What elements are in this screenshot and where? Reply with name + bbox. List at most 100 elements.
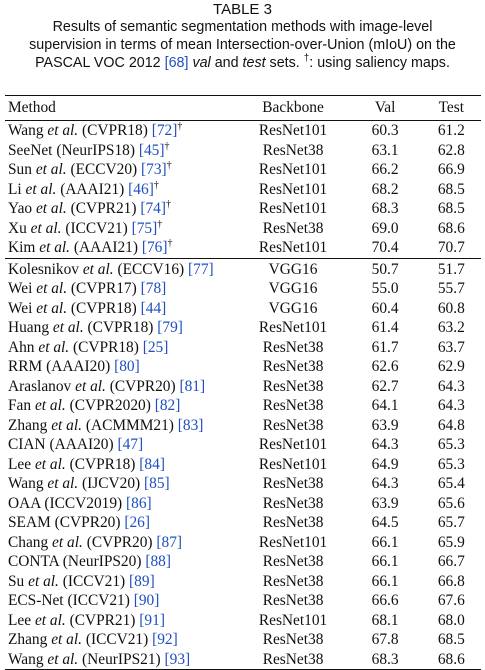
citation-link[interactable]: [76] <box>141 239 168 256</box>
method-name: Fan <box>8 397 32 414</box>
citation-link[interactable]: [88] <box>145 553 171 570</box>
method-name: Wang <box>8 122 44 139</box>
citation-link[interactable]: [45] <box>138 141 165 159</box>
citation-link[interactable]: [72] <box>151 122 178 139</box>
val-cell: 64.5 <box>371 514 399 531</box>
method-venue: (CVPR20) <box>54 514 121 531</box>
val-cell: 63.9 <box>371 494 399 512</box>
results-table: Method Backbone Val Test Wang et al. (CV… <box>5 95 481 670</box>
val-cell: 66.2 <box>371 161 399 178</box>
method-cell: Zhang et al. (ICCV21) [92] <box>5 630 238 650</box>
backbone-cell: ResNet101 <box>258 200 328 217</box>
citation-link[interactable]: [84] <box>139 455 165 473</box>
test-cell: 68.5 <box>437 631 465 648</box>
method-name: Xu <box>8 219 27 237</box>
method-name: Huang <box>8 319 50 336</box>
table-row: Zhang et al. (ICCV21) [92] ResNet38 67.8 68… <box>5 630 481 650</box>
table-row: Su et al. (ICCV21) [89] ResNet38 66.1 66.8 <box>5 572 481 592</box>
citation-link[interactable]: [85] <box>144 475 170 492</box>
citation-link[interactable]: [92] <box>152 631 178 648</box>
dagger-symbol: † <box>303 53 310 64</box>
val-cell: 66.6 <box>371 592 399 609</box>
backbone-cell: ResNet101 <box>258 180 328 198</box>
et-al: et al. <box>35 200 67 217</box>
citation-link[interactable]: [90] <box>133 592 160 609</box>
table-row: Wei et al. (CVPR18) [44] VGG16 60.4 60.8 <box>5 299 481 319</box>
method-name: Zhang <box>8 631 48 648</box>
table-row: Kim et al. (AAAI21) [76]† ResNet101 70.4 70… <box>5 238 481 258</box>
method-cell: Su et al. (ICCV21) [89] <box>5 572 238 592</box>
et-al: et al. <box>47 475 79 492</box>
method-venue: (CVPR17) <box>70 280 137 297</box>
citation-link[interactable]: [77] <box>188 260 214 278</box>
method-cell: Wang et al. (IJCV20) [85] <box>5 474 238 494</box>
header-val: Val <box>348 95 422 121</box>
caption-line-2: supervision in terms of mean Intersectio… <box>29 37 456 53</box>
citation-link[interactable]: [46] <box>128 180 154 198</box>
citation-link[interactable]: [26] <box>124 514 150 531</box>
citation-link[interactable]: [78] <box>140 280 167 297</box>
citation-link[interactable]: [79] <box>157 319 183 336</box>
method-venue: (ECCV16) <box>117 260 185 278</box>
method-cell: Fan et al. (CVPR2020) [82] <box>5 396 238 416</box>
table-row: Wang et al. (IJCV20) [85] ResNet38 64.3 65.… <box>5 474 481 494</box>
test-cell: 68.6 <box>437 219 465 237</box>
method-cell: Ahn et al. (CVPR18) [25] <box>5 338 238 358</box>
caption-text: : using saliency maps. <box>309 55 450 71</box>
citation-link[interactable]: [44] <box>140 299 167 317</box>
table-row: Lee et al. (CVPR21) [91] ResNet101 68.1 68.… <box>5 611 481 631</box>
dagger-symbol: † <box>167 238 173 249</box>
citation-link[interactable]: [81] <box>179 377 206 395</box>
citation-link[interactable]: [93] <box>164 650 191 668</box>
citation-link[interactable]: [68] <box>164 55 189 71</box>
caption-text: and <box>210 55 243 71</box>
method-venue: (ICCV21) <box>62 572 126 590</box>
test-cell: 65.7 <box>437 514 465 531</box>
method-name: CONTA <box>8 553 59 570</box>
citation-link[interactable]: [47] <box>117 436 144 453</box>
method-venue: (CVPR21) <box>69 611 136 629</box>
citation-link[interactable]: [73] <box>141 161 167 178</box>
table-row: Kolesnikov et al. (ECCV16) [77] VGG16 50.7… <box>5 257 481 279</box>
val-cell: 62.7 <box>371 377 399 395</box>
table-row: SeeNet (NeurIPS18) [45]† ResNet38 63.1 62.8 <box>5 141 481 161</box>
test-cell: 68.5 <box>437 200 465 217</box>
method-cell: Xu et al. (ICCV21) [75]† <box>5 219 238 239</box>
method-name: Wang <box>8 475 44 492</box>
citation-link[interactable]: [91] <box>139 611 165 629</box>
citation-link[interactable]: [80] <box>114 358 140 375</box>
method-name: SEAM <box>8 514 51 531</box>
et-al: et al. <box>36 299 68 317</box>
citation-link[interactable]: [75] <box>131 219 158 237</box>
test-cell: 63.2 <box>437 319 465 336</box>
val-cell: 64.3 <box>371 436 399 453</box>
method-venue: (CVPR20) <box>86 533 153 551</box>
val-cell: 67.8 <box>371 631 399 648</box>
backbone-cell: ResNet101 <box>258 161 328 178</box>
test-cell: 60.8 <box>437 299 465 317</box>
backbone-cell: ResNet38 <box>262 553 324 570</box>
citation-link[interactable]: [74] <box>140 200 166 217</box>
citation-link[interactable]: [25] <box>142 338 169 356</box>
table-row: Li et al. (AAAI21) [46]† ResNet101 68.2 68.… <box>5 180 481 200</box>
method-venue: (CVPR2020) <box>69 397 151 414</box>
citation-link[interactable]: [86] <box>126 494 152 512</box>
citation-link[interactable]: [83] <box>177 416 204 434</box>
backbone-cell: ResNet101 <box>258 436 328 453</box>
method-name: Wei <box>8 299 33 317</box>
caption-text: PASCAL VOC 2012 <box>35 55 165 71</box>
val-cell: 69.0 <box>371 219 399 237</box>
citation-link[interactable]: [82] <box>154 397 181 414</box>
method-cell: Chang et al. (CVPR20) [87] <box>5 533 238 553</box>
method-cell: SeeNet (NeurIPS18) [45]† <box>5 141 238 161</box>
table-row: Chang et al. (CVPR20) [87] ResNet101 66.1 6… <box>5 533 481 553</box>
backbone-cell: ResNet38 <box>262 494 324 512</box>
method-cell: CIAN (AAAI20) [47] <box>5 435 238 455</box>
table-row: CONTA (NeurIPS20) [88] ResNet38 66.1 66.7 <box>5 552 481 572</box>
table-row: CIAN (AAAI20) [47] ResNet101 64.3 65.3 <box>5 435 481 455</box>
table-caption: TABLE 3 Results of semantic segmentation… <box>0 0 485 72</box>
val-cell: 50.7 <box>348 257 422 279</box>
citation-link[interactable]: [89] <box>129 572 155 590</box>
citation-link[interactable]: [87] <box>156 533 183 551</box>
test-cell: 61.2 <box>437 122 465 139</box>
